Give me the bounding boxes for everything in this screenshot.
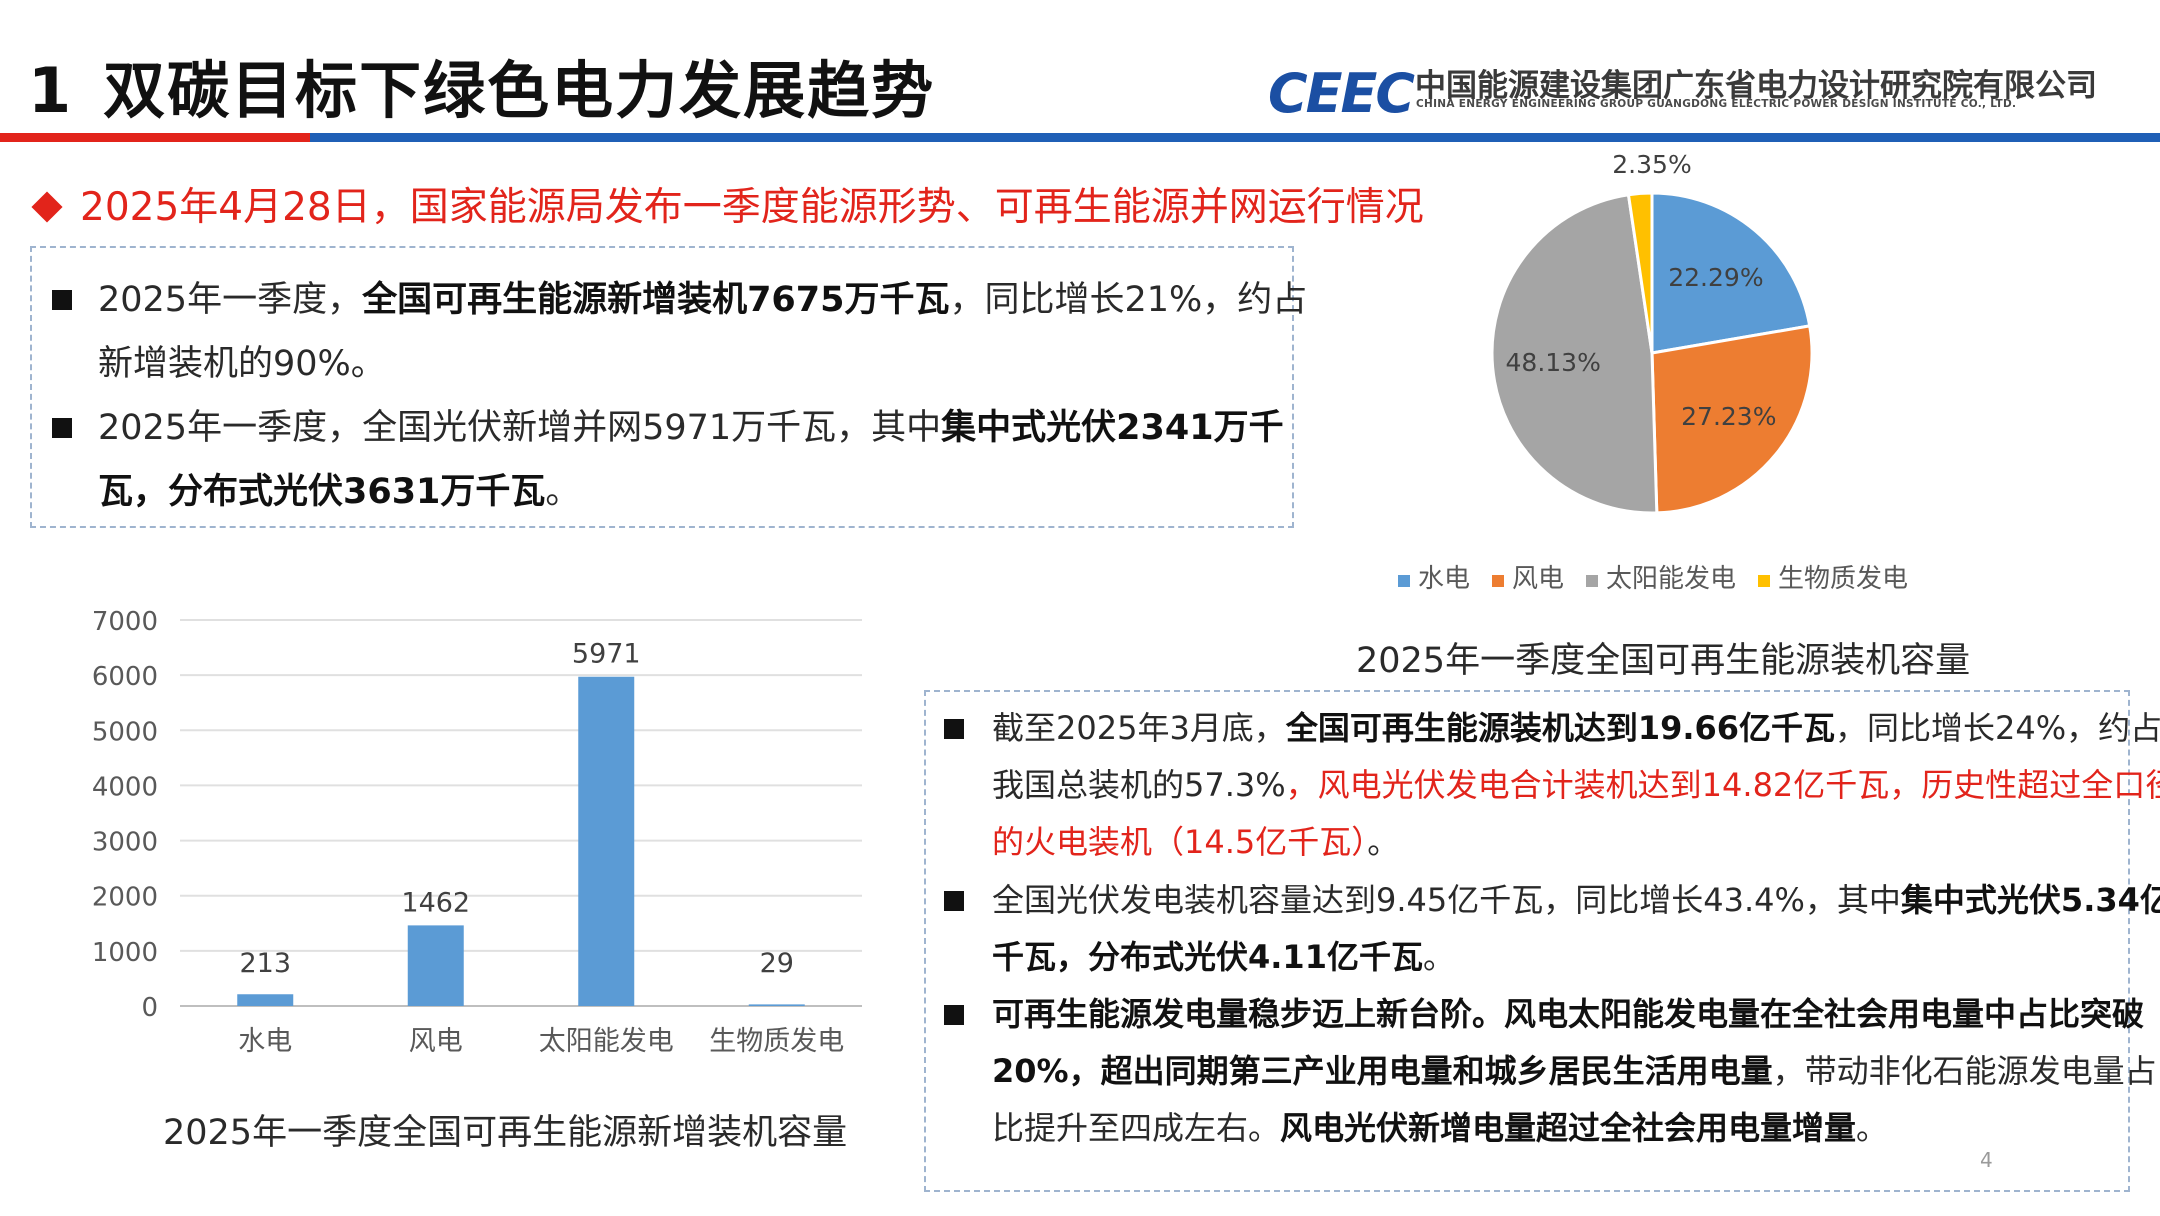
data-label: 1462 xyxy=(401,887,470,918)
pie-slice xyxy=(1490,193,1659,515)
bullet-item: 2025年一季度，全国光伏新增并网5971万千瓦，其中集中式光伏2341万千瓦，… xyxy=(32,396,1318,524)
pie-data-label: 27.23% xyxy=(1681,402,1776,431)
legend-swatch xyxy=(1758,575,1770,587)
square-bullet-icon xyxy=(944,719,964,739)
bar xyxy=(407,925,464,1006)
bullet-bold-text: 全国可再生能源装机达到19.66亿千瓦 xyxy=(1285,709,1836,747)
pie-data-label: 22.29% xyxy=(1668,263,1763,292)
header-rule-blue xyxy=(310,133,2160,142)
pie-slice xyxy=(1650,191,1812,355)
y-tick-label: 0 xyxy=(141,993,158,1023)
summary-box-top: 2025年一季度，全国可再生能源新增装机7675万千瓦，同比增长21%，约占新增… xyxy=(30,246,1307,528)
bullet-item: 可再生能源发电量稳步迈上新台阶。风电太阳能发电量在全社会用电量中占比突破20%，… xyxy=(926,986,2160,1157)
bullet-bold-text: 风电光伏新增电量超过全社会用电量增量 xyxy=(1280,1109,1857,1147)
bullet-text: 。 xyxy=(1367,823,1400,861)
square-bullet-icon xyxy=(944,891,964,911)
y-tick-label: 3000 xyxy=(92,828,158,858)
bullet-text: 2025年一季度，全国光伏新增并网5971万千瓦，其中 xyxy=(98,408,942,448)
legend-swatch xyxy=(1492,575,1504,587)
x-tick-label: 水电 xyxy=(238,1026,292,1057)
legend-label: 水电 xyxy=(1418,564,1470,594)
bar-chart-title: 2025年一季度全国可再生能源新增装机容量 xyxy=(163,1113,848,1153)
pie-chart-title: 2025年一季度全国可再生能源装机容量 xyxy=(1356,641,1971,681)
bar xyxy=(578,676,635,1006)
bullet-item: 2025年一季度，全国可再生能源新增装机7675万千瓦，同比增长21%，约占新增… xyxy=(32,268,1318,396)
x-tick-label: 风电 xyxy=(409,1026,463,1057)
x-tick-label: 生物质发电 xyxy=(709,1026,844,1057)
logo-mark: CEEC xyxy=(1268,62,1415,125)
headline-text: 2025年4月28日，国家能源局发布一季度能源形势、可再生能源并网运行情况 xyxy=(80,185,1424,230)
bar xyxy=(237,994,294,1006)
bullet-text: 。 xyxy=(1856,1109,1889,1147)
legend-label: 太阳能发电 xyxy=(1606,564,1736,594)
pie-data-label: 2.35% xyxy=(1612,150,1691,179)
pie-slice xyxy=(1626,191,1654,354)
org-name-cn: 中国能源建设集团广东省电力设计研究院有限公司 xyxy=(1415,68,2097,104)
bullet-text: ，同比增长24%，约占我国总装机的57.3% xyxy=(992,709,2160,804)
bullet-bold-text: 可再生能源发电量稳步迈上新台阶。风电太阳能发电量在全社会用电量中占比突破20%，… xyxy=(992,995,2145,1090)
org-name-en: CHINA ENERGY ENGINEERING GROUP GUANGDONG… xyxy=(1416,98,2017,110)
summary-box-bottom: 截至2025年3月底，全国可再生能源装机达到19.66亿千瓦，同比增长24%，约… xyxy=(924,690,2160,1192)
bullet-text: ，带动非化石能源发电量占比提升至四成左右。 xyxy=(992,1052,2157,1147)
page-title: 1 双碳目标下绿色电力发展趋势 xyxy=(28,40,935,130)
y-tick-label: 5000 xyxy=(92,717,158,747)
legend-label: 生物质发电 xyxy=(1778,564,1908,594)
header-rule-red xyxy=(0,133,310,142)
y-tick-label: 1000 xyxy=(92,938,158,968)
square-bullet-icon xyxy=(944,1005,964,1025)
bullet-item: 全国光伏发电装机容量达到9.45亿千瓦，同比增长43.4%，其中集中式光伏5.3… xyxy=(926,872,2160,986)
bullet-text: 2025年一季度， xyxy=(98,280,363,320)
headline: 2025年4月28日，国家能源局发布一季度能源形势、可再生能源并网运行情况 xyxy=(30,176,1424,232)
bullet-text: 截至2025年3月底， xyxy=(992,709,1286,747)
data-label: 213 xyxy=(239,948,291,979)
bar xyxy=(748,1004,805,1006)
bullet-text: 。 xyxy=(1422,938,1455,976)
bullet-text: 。 xyxy=(545,472,581,512)
pie-data-label: 48.13% xyxy=(1506,348,1601,377)
y-tick-label: 6000 xyxy=(92,662,158,692)
bullet-item: 截至2025年3月底，全国可再生能源装机达到19.66亿千瓦，同比增长24%，约… xyxy=(926,700,2160,871)
y-tick-label: 7000 xyxy=(92,607,158,637)
bullet-bold-text: 集中式光伏2341万千瓦，分布式光伏3631万千瓦 xyxy=(98,408,1284,512)
bullet-bold-text: 集中式光伏5.34亿千瓦，分布式光伏4.11亿千瓦 xyxy=(992,881,2160,976)
square-bullet-icon xyxy=(52,418,72,438)
title-text: 双碳目标下绿色电力发展趋势 xyxy=(103,54,936,127)
data-label: 5971 xyxy=(572,639,641,670)
y-tick-label: 2000 xyxy=(92,883,158,913)
square-bullet-icon xyxy=(52,290,72,310)
y-tick-label: 4000 xyxy=(92,772,158,802)
bullet-bold-text: 全国可再生能源新增装机7675万千瓦 xyxy=(362,280,950,320)
company-logo: CEEC 中国能源建设集团广东省电力设计研究院有限公司 CHINA ENERGY… xyxy=(1268,58,2128,125)
pie-slice xyxy=(1650,324,1814,515)
legend-swatch xyxy=(1586,575,1598,587)
legend-swatch xyxy=(1398,575,1410,587)
data-label: 29 xyxy=(760,948,794,979)
legend-label: 风电 xyxy=(1512,564,1564,594)
x-tick-label: 太阳能发电 xyxy=(539,1026,674,1057)
bullet-text: 全国光伏发电装机容量达到9.45亿千瓦，同比增长43.4%，其中 xyxy=(992,881,1901,919)
bullet-text: ，同比增长21%，约占新增装机的90%。 xyxy=(98,280,1308,384)
section-number: 1 xyxy=(28,54,74,127)
bullet-red-text: ，风电光伏发电合计装机达到14.82亿千瓦，历史性超过全口径的火电装机（14.5… xyxy=(992,766,2160,861)
page-number: 4 xyxy=(1980,1148,1993,1172)
